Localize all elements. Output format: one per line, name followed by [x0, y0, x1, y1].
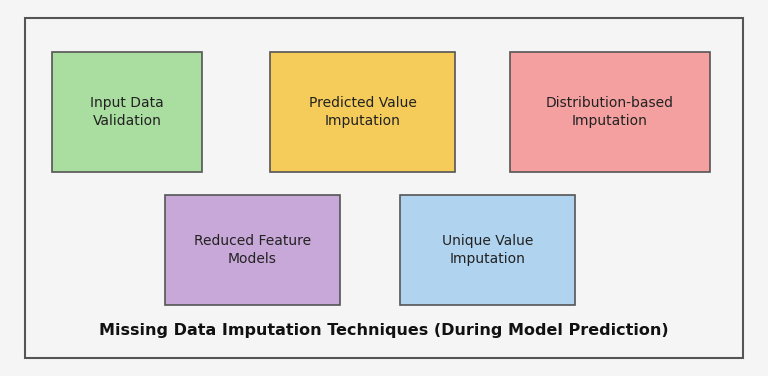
Bar — [165, 195, 340, 305]
Bar — [52, 52, 202, 172]
Text: Unique Value
Imputation: Unique Value Imputation — [442, 234, 533, 266]
Bar — [400, 195, 575, 305]
Text: Distribution-based
Imputation: Distribution-based Imputation — [546, 96, 674, 128]
Bar — [270, 52, 455, 172]
Text: Reduced Feature
Models: Reduced Feature Models — [194, 234, 311, 266]
Text: Missing Data Imputation Techniques (During Model Prediction): Missing Data Imputation Techniques (Duri… — [99, 323, 669, 338]
Text: Input Data
Validation: Input Data Validation — [90, 96, 164, 128]
Text: Predicted Value
Imputation: Predicted Value Imputation — [309, 96, 416, 128]
Bar — [510, 52, 710, 172]
